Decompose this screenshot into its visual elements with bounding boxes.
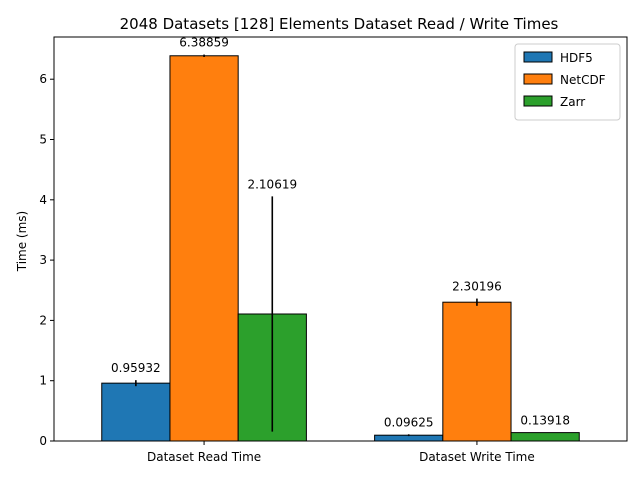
plot-area: 0 1 2 3 4 5 6 0.95932 6.38859 2.10619 Dataset Read…	[39, 36, 628, 464]
data-label: 2.30196	[452, 280, 502, 294]
x-tick-label: Dataset Write Time	[419, 450, 535, 464]
y-tick-label: 4	[39, 193, 47, 207]
data-label: 2.10619	[247, 177, 297, 191]
y-tick-label: 1	[39, 374, 47, 388]
y-tick-label: 3	[39, 253, 47, 267]
y-tick-label: 0	[39, 434, 47, 448]
y-tick-label: 6	[39, 72, 47, 86]
bar-netcdf-1	[442, 301, 512, 442]
legend-swatch-hdf5	[523, 51, 553, 63]
y-tick-label: 5	[39, 133, 47, 147]
bar-hdf5-0	[101, 382, 171, 442]
y-axis-label: Time (ms)	[15, 211, 29, 273]
data-label: 0.13918	[520, 414, 570, 428]
bar-netcdf-0	[169, 55, 239, 442]
bar-zarr-1	[510, 432, 580, 442]
data-label: 0.09625	[384, 415, 434, 429]
legend-label-zarr: Zarr	[560, 95, 585, 109]
data-label: 6.38859	[179, 36, 229, 50]
x-tick-label: Dataset Read Time	[147, 450, 261, 464]
chart-title: 2048 Datasets [128] Elements Dataset Rea…	[120, 15, 559, 33]
data-label: 0.95932	[111, 361, 161, 375]
legend-swatch-zarr	[523, 95, 553, 107]
y-tick-label: 2	[39, 313, 47, 327]
legend-label-netcdf: NetCDF	[560, 73, 606, 87]
legend: HDF5 NetCDF Zarr	[514, 43, 621, 121]
axes-frame	[53, 36, 628, 442]
legend-swatch-netcdf	[523, 73, 553, 85]
legend-label-hdf5: HDF5	[560, 51, 593, 65]
